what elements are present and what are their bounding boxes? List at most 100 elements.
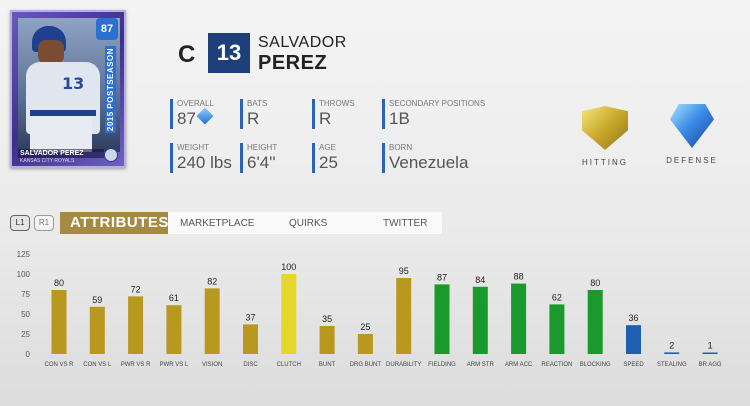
face-shape [38, 40, 64, 64]
attribute-category-label: BUNT [319, 362, 336, 368]
attribute-bar [626, 325, 641, 354]
stat-weight: WEIGHT 240 lbs [170, 143, 232, 173]
attribute-value-label: 35 [322, 314, 332, 324]
attribute-bar [281, 274, 297, 354]
stat-throws-label: THROWS [319, 99, 355, 108]
card-team: KANSAS CITY ROYALS [20, 158, 75, 164]
attribute-category-label: DURABILITY [386, 362, 421, 368]
card-name: SALVADOR PEREZ [18, 149, 104, 158]
stat-secondary-label: SECONDARY POSITIONS [389, 99, 486, 108]
attribute-value-label: 100 [281, 262, 296, 272]
attribute-value-label: 82 [207, 276, 217, 286]
stat-weight-label: WEIGHT [177, 143, 209, 152]
stat-born: BORN Venezuela [382, 143, 468, 173]
attribute-bar [204, 288, 220, 354]
attribute-bar [472, 286, 488, 354]
team-logo-icon [104, 148, 118, 162]
attribute-value-label: 37 [245, 312, 255, 322]
y-tick-label: 0 [26, 350, 31, 359]
attribute-value-label: 80 [590, 278, 600, 288]
attribute-bar [396, 278, 412, 354]
tab-quirks[interactable]: QUIRKS [289, 218, 328, 229]
stat-overall-value: 87 [177, 107, 214, 129]
attribute-category-label: BLOCKING [580, 362, 611, 368]
stat-overall-number: 87 [177, 109, 196, 128]
player-position: C [178, 41, 196, 68]
stat-bats: BATS R [240, 99, 267, 129]
stat-height-value: 6'4'' [247, 153, 276, 172]
r1-bumper-button[interactable]: R1 [34, 215, 54, 231]
card-jersey-number: 13 [62, 74, 85, 93]
stat-bats-value: R [247, 109, 260, 128]
card-season: 2015 POSTSEASON [105, 46, 116, 134]
diamond-icon [196, 107, 214, 125]
attribute-bar [51, 290, 67, 354]
stat-height-label: HEIGHT [247, 143, 278, 152]
stat-age-value: 25 [319, 153, 338, 172]
attribute-value-label: 72 [131, 284, 141, 294]
attribute-bar [357, 334, 373, 354]
hitting-badge-label: HITTING [582, 158, 628, 167]
y-tick-label: 100 [17, 270, 31, 279]
stat-age: AGE 25 [312, 143, 338, 173]
attribute-value-label: 62 [552, 292, 562, 302]
diamond-gem-icon [670, 104, 714, 148]
tab-strip-background [168, 212, 442, 234]
attribute-bar [511, 283, 527, 354]
attribute-value-label: 59 [92, 295, 102, 305]
defense-badge[interactable]: DEFENSE [656, 104, 728, 165]
attribute-bar [702, 352, 718, 354]
l1-bumper-button[interactable]: L1 [10, 215, 30, 231]
tab-attributes[interactable]: ATTRIBUTES [60, 212, 168, 234]
stat-born-value: Venezuela [389, 153, 469, 172]
attribute-bar [549, 304, 565, 354]
attribute-category-label: CLUTCH [277, 362, 301, 368]
attribute-value-label: 84 [475, 275, 485, 285]
y-tick-label: 25 [21, 330, 30, 339]
stat-overall: OVERALL 87 [170, 99, 214, 129]
shield-icon [582, 106, 628, 150]
stat-weight-value: 240 lbs [177, 153, 232, 172]
attribute-bar [166, 305, 182, 354]
defense-badge-label: DEFENSE [666, 156, 718, 165]
player-card: 13 87 2015 POSTSEASON SALVADOR PEREZ KAN… [10, 10, 126, 168]
y-tick-label: 50 [21, 310, 30, 319]
attribute-category-label: CON VS R [44, 362, 74, 368]
attribute-bar [434, 284, 450, 354]
attribute-bar [243, 324, 258, 354]
attribute-value-label: 80 [54, 278, 64, 288]
attribute-category-label: PWR VS L [160, 362, 189, 368]
stat-height: HEIGHT 6'4'' [240, 143, 277, 173]
attribute-category-label: DISC [243, 362, 258, 368]
stat-secondary-value: 1B [389, 109, 410, 128]
attribute-category-label: REACTION [541, 362, 572, 368]
stat-secondary-positions: SECONDARY POSITIONS 1B [382, 99, 485, 129]
hitting-badge[interactable]: HITTING [570, 106, 640, 167]
attribute-category-label: STEALING [657, 362, 687, 368]
attribute-value-label: 95 [399, 266, 409, 276]
attribute-category-label: BR AGG [699, 362, 722, 368]
attribute-value-label: 61 [169, 293, 179, 303]
attribute-value-label: 1 [708, 341, 713, 351]
attribute-bar [664, 352, 680, 354]
player-first-name: SALVADOR [258, 34, 347, 51]
belt-shape [30, 110, 96, 116]
y-tick-label: 125 [17, 250, 31, 259]
tab-bar: L1 R1 ATTRIBUTES MARKETPLACE QUIRKS TWIT… [10, 212, 442, 234]
tab-marketplace[interactable]: MARKETPLACE [180, 218, 255, 229]
attribute-category-label: SPEED [623, 362, 644, 368]
stat-bats-label: BATS [247, 99, 268, 108]
attribute-category-label: FIELDING [428, 362, 456, 368]
attribute-bar [128, 296, 144, 354]
attribute-category-label: DRG BUNT [350, 362, 382, 368]
stat-overall-label: OVERALL [177, 99, 214, 108]
player-photo: 13 [18, 18, 120, 152]
attribute-value-label: 2 [669, 340, 674, 350]
attribute-category-label: VISION [202, 362, 222, 368]
tab-twitter[interactable]: TWITTER [383, 218, 428, 229]
attribute-bar [319, 326, 335, 354]
stat-throws-value: R [319, 109, 332, 128]
stat-age-label: AGE [319, 143, 336, 152]
card-overall: 87 [96, 18, 118, 40]
attribute-category-label: ARM ACC [505, 362, 533, 368]
